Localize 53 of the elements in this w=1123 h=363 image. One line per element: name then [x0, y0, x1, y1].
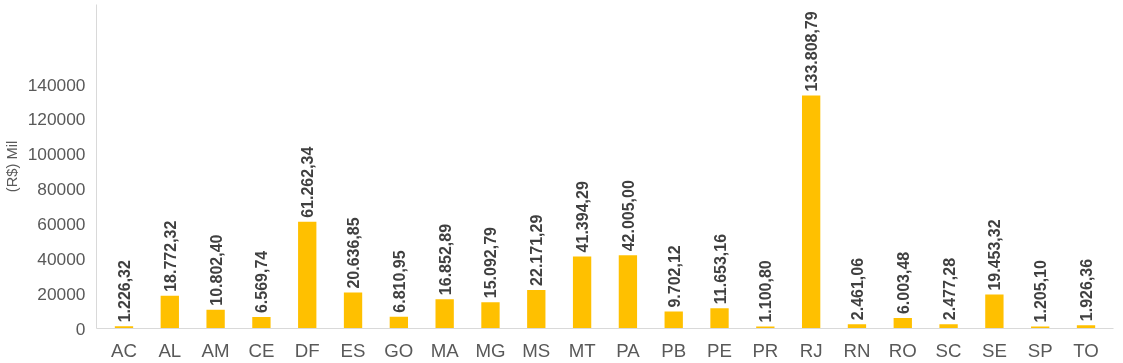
- data-label: 42.005,00: [619, 180, 637, 252]
- data-label: 19.453,32: [986, 219, 1004, 291]
- x-tick-label: ES: [340, 339, 366, 361]
- x-tick-label: GO: [384, 339, 414, 361]
- x-tick-label: PR: [752, 339, 779, 361]
- x-tick-label: DF: [294, 339, 320, 361]
- data-label: 6.569,74: [253, 250, 271, 314]
- x-tick-label: RJ: [799, 339, 823, 361]
- x-tick-label: SE: [981, 339, 1007, 361]
- x-tick-label: PE: [707, 339, 732, 361]
- data-label: 22.171,29: [528, 214, 546, 286]
- x-tick-label: RO: [888, 339, 917, 361]
- data-label: 15.092,79: [482, 226, 500, 299]
- y-tick-label: 140000: [27, 74, 86, 95]
- x-tick-label: MG: [475, 339, 506, 361]
- data-label: 11.653,16: [711, 233, 729, 305]
- data-label: 61.262,34: [299, 146, 317, 218]
- data-label: 2.477,28: [940, 257, 958, 321]
- y-tick-label: 100000: [27, 144, 86, 165]
- y-tick-label: 80000: [37, 179, 86, 200]
- x-tick-label: PB: [661, 339, 687, 361]
- y-tick-label: 40000: [37, 248, 86, 269]
- x-tick-label: MA: [430, 339, 460, 361]
- data-label: 1.205,10: [1032, 260, 1050, 323]
- data-label: 1.100,80: [757, 260, 775, 323]
- y-tick-label: 20000: [37, 283, 86, 304]
- data-label: 16.852,89: [436, 223, 454, 296]
- x-tick-label: SP: [1027, 339, 1053, 361]
- x-tick-label: PA: [616, 339, 641, 361]
- x-tick-label: MT: [568, 339, 596, 361]
- data-label: 6.003,48: [894, 251, 912, 315]
- x-tick-label: AM: [201, 339, 230, 361]
- y-tick-label: 120000: [27, 109, 86, 130]
- x-tick-label: MS: [522, 339, 551, 361]
- y-tick-label: 60000: [37, 213, 86, 234]
- data-label: 2.461,06: [848, 257, 866, 321]
- x-tick-label: TO: [1073, 339, 1099, 361]
- data-label: 133.808,79: [803, 11, 821, 92]
- x-tick-label: SC: [935, 339, 962, 361]
- data-label: 6.810,95: [390, 250, 408, 313]
- data-label: 10.802,40: [207, 234, 225, 306]
- y-axis-title: (R$) Mil: [3, 140, 20, 193]
- data-label: 1.226,32: [115, 259, 133, 323]
- x-tick-label: CE: [248, 339, 275, 361]
- x-tick-label: RN: [843, 339, 871, 361]
- data-label: 20.636,85: [345, 217, 363, 289]
- data-label: 41.394,29: [574, 181, 592, 253]
- x-tick-label: AC: [111, 339, 137, 361]
- data-label: 9.702,12: [665, 245, 683, 308]
- y-tick-label: 0: [75, 318, 86, 339]
- data-label: 1.926,36: [1078, 258, 1096, 322]
- data-label: 18.772,32: [161, 220, 179, 292]
- x-tick-label: AL: [158, 339, 182, 361]
